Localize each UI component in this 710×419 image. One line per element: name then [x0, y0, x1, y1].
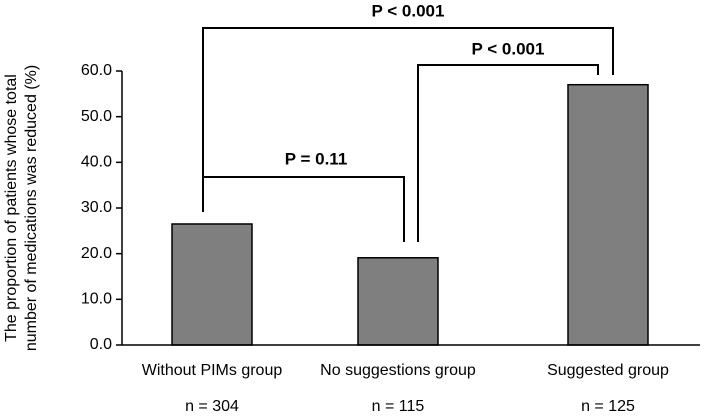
sample-size: n = 304 — [185, 398, 239, 414]
bar — [171, 223, 253, 346]
y-axis-title-line: number of medications was reduced (%) — [23, 65, 40, 351]
bracket — [202, 27, 614, 212]
bar — [567, 83, 649, 346]
bracket — [202, 176, 405, 242]
y-tick-label: 20.0 — [81, 245, 112, 262]
y-tick-label: 50.0 — [81, 108, 112, 125]
x-tick-label: No suggestions group — [320, 362, 476, 379]
annotation: P < 0.001 — [372, 1, 445, 20]
y-tick-label: 10.0 — [81, 291, 112, 308]
annotation: P = 0.11 — [285, 149, 348, 168]
bar — [357, 257, 439, 346]
annotation: P < 0.001 — [472, 39, 545, 58]
x-tick-label: Suggested group — [547, 362, 669, 379]
y-axis-title-line: The proportion of patients whose total — [3, 74, 20, 342]
y-tick-label: 30.0 — [81, 199, 112, 216]
sample-size: n = 115 — [372, 398, 425, 414]
y-axis-title: The proportion of patients whose total n… — [3, 65, 40, 351]
bracket — [417, 64, 599, 242]
sample-size: n = 125 — [581, 398, 635, 414]
x-tick-label: Without PIMs group — [142, 362, 283, 379]
y-tick-label: 40.0 — [81, 154, 112, 171]
y-tick-label: 60.0 — [81, 62, 112, 79]
y-tick-label: 0.0 — [90, 336, 112, 353]
